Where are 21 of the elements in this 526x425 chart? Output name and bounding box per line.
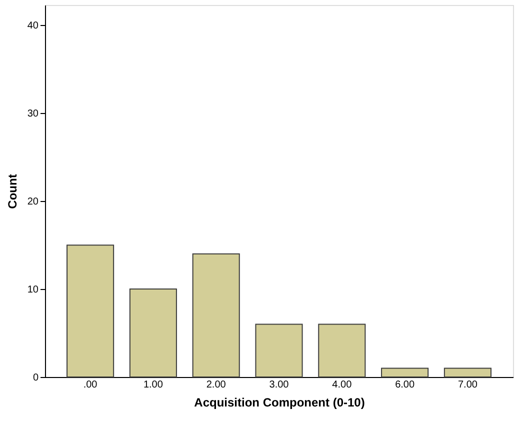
x-axis-title: Acquisition Component (0-10) bbox=[194, 396, 365, 410]
x-tick-label: 7.00 bbox=[458, 380, 478, 390]
x-tick-label: 1.00 bbox=[143, 380, 164, 390]
y-tick-label: 30 bbox=[27, 108, 39, 120]
bar bbox=[381, 368, 429, 378]
bar bbox=[192, 253, 240, 378]
x-tick-label: 2.00 bbox=[206, 380, 226, 390]
bar bbox=[444, 368, 492, 378]
x-tick-label: 6.00 bbox=[395, 380, 415, 390]
y-axis-title: Count bbox=[5, 174, 20, 209]
x-tick-label: 4.00 bbox=[332, 380, 352, 390]
y-tick-label: 10 bbox=[27, 284, 39, 296]
y-tick-label: 40 bbox=[27, 20, 39, 32]
bar bbox=[66, 244, 114, 378]
y-tick-label: 0 bbox=[32, 372, 39, 384]
bar bbox=[255, 324, 303, 378]
y-tick-label: 20 bbox=[27, 196, 39, 208]
bar bbox=[318, 324, 366, 378]
x-tick-label: 3.00 bbox=[269, 380, 290, 390]
x-tick-label: .00 bbox=[83, 380, 98, 390]
bar bbox=[129, 288, 177, 378]
